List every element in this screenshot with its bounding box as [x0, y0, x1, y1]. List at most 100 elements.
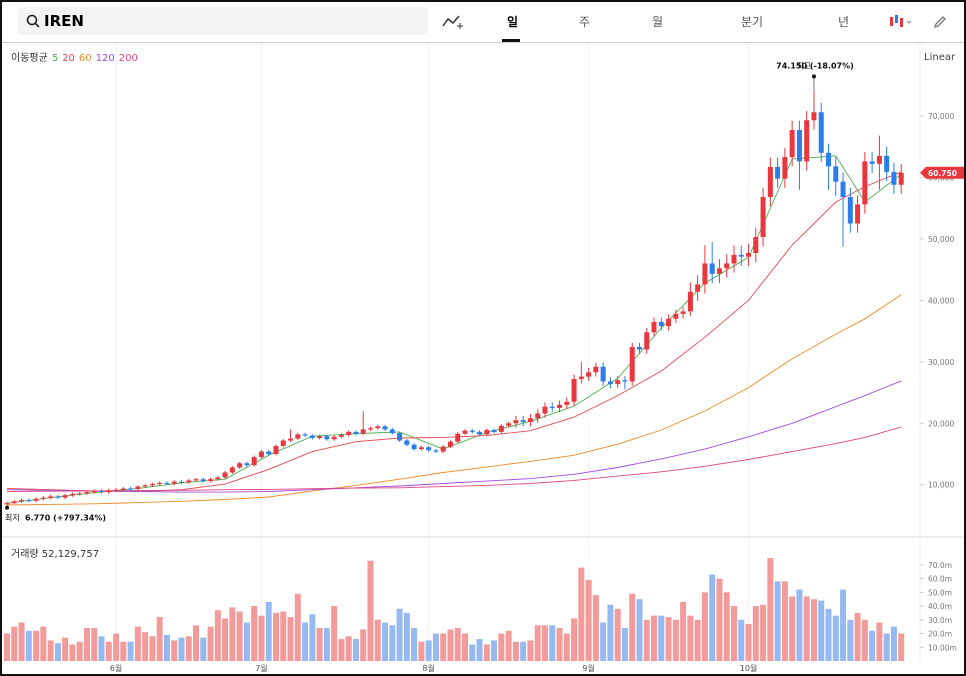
- volume-bar: [411, 628, 418, 661]
- candle-body: [178, 481, 184, 483]
- candle-body: [375, 426, 381, 429]
- volume-bar: [69, 644, 76, 661]
- volume-bar: [229, 607, 236, 661]
- candle-body: [898, 172, 904, 185]
- volume-value: 52,129,757: [41, 549, 100, 560]
- candle-body: [193, 479, 199, 481]
- candle-body: [186, 480, 192, 483]
- y-tick-label: 60.0m: [928, 575, 952, 584]
- draw-icon[interactable]: [932, 14, 948, 30]
- volume-bar: [752, 606, 759, 661]
- candle-body: [353, 431, 359, 434]
- volume-bar: [374, 619, 381, 661]
- volume-bar: [672, 619, 679, 661]
- volume-bar: [142, 632, 149, 661]
- search-icon: [26, 14, 40, 28]
- candle-body: [113, 489, 119, 491]
- y-tick-label: 20,000: [928, 419, 954, 428]
- candle-body: [149, 484, 155, 486]
- tab[interactable]: 분기: [741, 15, 764, 29]
- volume-bar: [105, 641, 112, 661]
- volume-bar: [345, 636, 352, 661]
- volume-title: 거래량 52,129,757: [11, 545, 99, 560]
- volume-bar: [432, 633, 439, 661]
- candle-body: [404, 440, 410, 445]
- scale-mode[interactable]: Linear: [924, 52, 956, 63]
- volume-bar: [534, 625, 541, 661]
- candle-body: [222, 472, 228, 478]
- candle-body: [469, 430, 475, 432]
- tab[interactable]: 년: [838, 15, 850, 29]
- volume-bar: [767, 557, 774, 661]
- tab[interactable]: 월: [652, 15, 664, 29]
- candle-body: [120, 488, 126, 490]
- volume-bar: [113, 633, 120, 661]
- candle-body: [644, 332, 650, 350]
- y-tick-label: 30,000: [928, 358, 954, 367]
- candle-body: [651, 321, 657, 333]
- volume-bar: [302, 622, 309, 661]
- y-tick-label: 10.00m: [928, 643, 957, 652]
- candle-body: [571, 379, 577, 402]
- candle-body: [411, 444, 417, 450]
- tab[interactable]: 일: [507, 15, 519, 29]
- volume-bar: [287, 617, 294, 661]
- volume-bar: [527, 640, 534, 661]
- candle-body: [324, 436, 330, 440]
- candle-body: [724, 263, 730, 269]
- x-tick-label: 6월: [110, 663, 122, 673]
- ma-line: [6, 155, 902, 504]
- candle-body: [796, 130, 802, 162]
- candle-body: [309, 435, 315, 439]
- x-tick-label: 9월: [582, 663, 594, 673]
- candle-body: [826, 152, 832, 167]
- high-label: 최고: [796, 60, 811, 70]
- candle-body: [833, 166, 839, 182]
- candle-body: [869, 161, 875, 164]
- candle-body: [462, 430, 468, 434]
- candle-body: [775, 166, 781, 179]
- candle-body: [753, 237, 759, 254]
- high-value: 74.150 (-18.07%): [776, 61, 854, 70]
- volume-bar: [658, 615, 665, 661]
- volume-bar: [701, 592, 708, 661]
- y-tick-label: 50.0m: [928, 588, 952, 597]
- candle-body: [884, 155, 890, 172]
- candle-body: [48, 496, 54, 498]
- legend-entry: 60: [78, 53, 92, 64]
- candle-body: [716, 268, 722, 274]
- search-box[interactable]: IREN: [18, 7, 428, 35]
- candle-body: [295, 434, 301, 439]
- volume-bar: [738, 619, 745, 661]
- toolbar: IREN 일 주 월 분기 년: [2, 2, 964, 43]
- candle-body: [382, 426, 388, 430]
- volume-bar: [156, 617, 163, 661]
- tab[interactable]: 주: [579, 15, 591, 29]
- volume-bar: [331, 606, 338, 661]
- volume-label: 거래량: [11, 549, 39, 560]
- ma-line: [6, 171, 902, 492]
- candle-body: [578, 376, 584, 380]
- volume-bar: [178, 637, 185, 661]
- indicator-icon[interactable]: [442, 14, 464, 30]
- y-tick-label: 70.0m: [928, 561, 952, 570]
- volume-bar: [462, 633, 469, 661]
- volume-bar: [578, 567, 585, 661]
- volume-bar: [825, 608, 832, 661]
- candle-body: [513, 420, 519, 424]
- candle-body: [593, 366, 599, 373]
- volume-bar: [592, 595, 599, 661]
- volume-bar: [272, 612, 279, 661]
- volume-bar: [723, 592, 730, 661]
- ma-legend: 이동평균 5 20 60 120 200: [11, 49, 138, 64]
- volume-bar: [207, 626, 214, 661]
- low-label: 최저: [5, 513, 20, 523]
- candle-body: [62, 495, 68, 498]
- volume-bar: [512, 641, 519, 661]
- chart-type-icon[interactable]: [888, 14, 914, 30]
- volume-bar: [643, 619, 650, 661]
- volume-bar: [694, 619, 701, 661]
- volume-bar: [716, 578, 723, 661]
- volume-bar: [796, 589, 803, 661]
